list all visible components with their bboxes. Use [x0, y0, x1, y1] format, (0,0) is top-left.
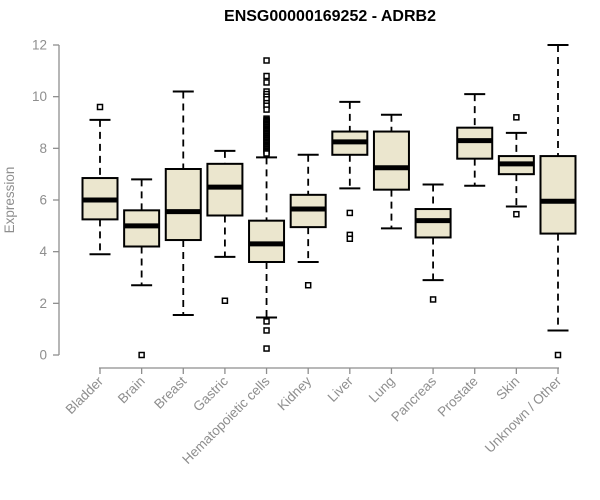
outlier-point — [263, 150, 270, 157]
outlier-point — [96, 103, 104, 111]
y-tick-label: 8 — [39, 141, 47, 156]
box — [414, 208, 452, 239]
box — [206, 162, 244, 217]
outlier-point — [263, 327, 270, 334]
y-tick-label: 6 — [39, 193, 47, 208]
outlier-point — [263, 79, 270, 86]
outlier-point — [138, 351, 145, 359]
outlier-point — [429, 296, 437, 303]
x-tick-label: Kidney — [275, 373, 315, 413]
x-tick-label: Brain — [115, 374, 148, 407]
outlier-point — [221, 297, 229, 304]
outlier-point — [263, 106, 270, 113]
y-axis-title: Expression — [2, 167, 17, 234]
y-tick-label: 10 — [32, 89, 47, 104]
outlier-point — [346, 235, 354, 242]
x-tick-label: Unknown / Other — [482, 373, 565, 456]
outlier-point — [304, 282, 312, 289]
x-tick-label: Pancreas — [388, 373, 439, 424]
outlier-point — [513, 114, 520, 121]
box — [164, 168, 202, 242]
outlier-point — [513, 210, 520, 218]
y-tick-label: 4 — [39, 244, 47, 259]
outlier-point — [263, 57, 270, 64]
x-tick-label: Skin — [493, 374, 522, 403]
box — [123, 209, 161, 248]
chart-title: ENSG00000169252 - ADRB2 — [224, 8, 436, 25]
y-tick-label: 2 — [39, 296, 47, 311]
box — [248, 219, 286, 264]
outlier-point — [263, 345, 270, 352]
outlier-point — [263, 72, 270, 80]
box — [456, 126, 494, 160]
outlier-point — [554, 351, 562, 359]
x-tick-label: Lung — [366, 374, 398, 406]
x-tick-label: Breast — [151, 373, 189, 411]
x-tick-label: Bladder — [63, 373, 107, 417]
y-tick-label: 0 — [39, 348, 47, 363]
x-tick-label: Liver — [325, 373, 357, 405]
y-tick-label: 12 — [32, 38, 47, 53]
outlier-point — [263, 318, 270, 325]
x-tick-label: Gastric — [190, 373, 231, 414]
box — [539, 155, 577, 235]
outlier-point — [346, 209, 354, 217]
box — [372, 130, 410, 191]
x-tick-label: Prostate — [435, 374, 481, 420]
